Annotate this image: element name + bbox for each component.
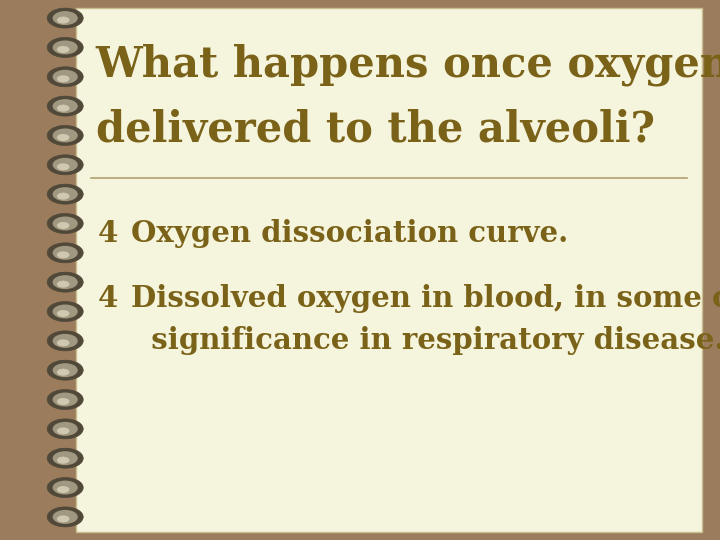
Ellipse shape [53, 99, 78, 113]
FancyBboxPatch shape [59, 389, 63, 409]
Text: Dissolved oxygen in blood, in some cases of: Dissolved oxygen in blood, in some cases… [130, 284, 720, 313]
Ellipse shape [57, 134, 70, 141]
Ellipse shape [48, 155, 84, 175]
Ellipse shape [57, 17, 70, 24]
Ellipse shape [57, 75, 70, 82]
FancyBboxPatch shape [59, 67, 63, 87]
Ellipse shape [48, 448, 84, 468]
Ellipse shape [57, 105, 70, 112]
Text: 4: 4 [98, 219, 118, 248]
Ellipse shape [48, 8, 84, 28]
Ellipse shape [48, 477, 84, 497]
FancyBboxPatch shape [59, 155, 63, 175]
FancyBboxPatch shape [76, 8, 702, 532]
Ellipse shape [48, 389, 84, 409]
Ellipse shape [48, 125, 84, 145]
Ellipse shape [57, 515, 70, 522]
Ellipse shape [48, 67, 84, 87]
Ellipse shape [57, 486, 70, 493]
Ellipse shape [53, 129, 78, 143]
Ellipse shape [57, 310, 70, 317]
Ellipse shape [53, 481, 78, 495]
Ellipse shape [53, 217, 78, 231]
Text: Oxygen dissociation curve.: Oxygen dissociation curve. [130, 219, 568, 248]
Ellipse shape [48, 184, 84, 204]
Ellipse shape [53, 11, 78, 25]
FancyBboxPatch shape [59, 477, 63, 497]
Ellipse shape [48, 37, 84, 57]
Ellipse shape [53, 40, 78, 55]
Ellipse shape [53, 510, 78, 524]
FancyBboxPatch shape [59, 213, 63, 233]
FancyBboxPatch shape [59, 331, 63, 351]
FancyBboxPatch shape [59, 419, 63, 439]
FancyBboxPatch shape [59, 37, 63, 57]
FancyBboxPatch shape [59, 448, 63, 468]
Ellipse shape [57, 339, 70, 346]
Ellipse shape [57, 398, 70, 405]
FancyBboxPatch shape [59, 184, 63, 204]
Text: significance in respiratory disease.: significance in respiratory disease. [130, 326, 720, 355]
Ellipse shape [57, 369, 70, 376]
Ellipse shape [57, 251, 70, 258]
Ellipse shape [53, 393, 78, 407]
Ellipse shape [57, 457, 70, 464]
Ellipse shape [48, 301, 84, 321]
Ellipse shape [53, 363, 78, 377]
Ellipse shape [48, 213, 84, 233]
Ellipse shape [48, 243, 84, 263]
FancyBboxPatch shape [59, 8, 63, 28]
Ellipse shape [48, 360, 84, 380]
Ellipse shape [48, 419, 84, 439]
Ellipse shape [53, 305, 78, 319]
FancyBboxPatch shape [59, 125, 63, 145]
Ellipse shape [57, 222, 70, 229]
FancyBboxPatch shape [59, 507, 63, 527]
Ellipse shape [53, 70, 78, 84]
Ellipse shape [48, 272, 84, 292]
FancyBboxPatch shape [59, 360, 63, 380]
Ellipse shape [48, 96, 84, 116]
FancyBboxPatch shape [59, 301, 63, 321]
Ellipse shape [57, 281, 70, 288]
Ellipse shape [53, 451, 78, 465]
FancyBboxPatch shape [59, 272, 63, 292]
Ellipse shape [57, 193, 70, 200]
FancyBboxPatch shape [59, 96, 63, 116]
Ellipse shape [57, 427, 70, 434]
Ellipse shape [53, 334, 78, 348]
Ellipse shape [48, 331, 84, 351]
FancyBboxPatch shape [59, 243, 63, 263]
Ellipse shape [53, 187, 78, 201]
Ellipse shape [57, 163, 70, 170]
Ellipse shape [53, 422, 78, 436]
Ellipse shape [57, 46, 70, 53]
Ellipse shape [53, 246, 78, 260]
Text: 4: 4 [98, 284, 118, 313]
Text: delivered to the alveoli?: delivered to the alveoli? [96, 108, 654, 150]
Ellipse shape [48, 507, 84, 527]
Ellipse shape [53, 158, 78, 172]
Ellipse shape [53, 275, 78, 289]
Text: What happens once oxygen is: What happens once oxygen is [96, 43, 720, 86]
